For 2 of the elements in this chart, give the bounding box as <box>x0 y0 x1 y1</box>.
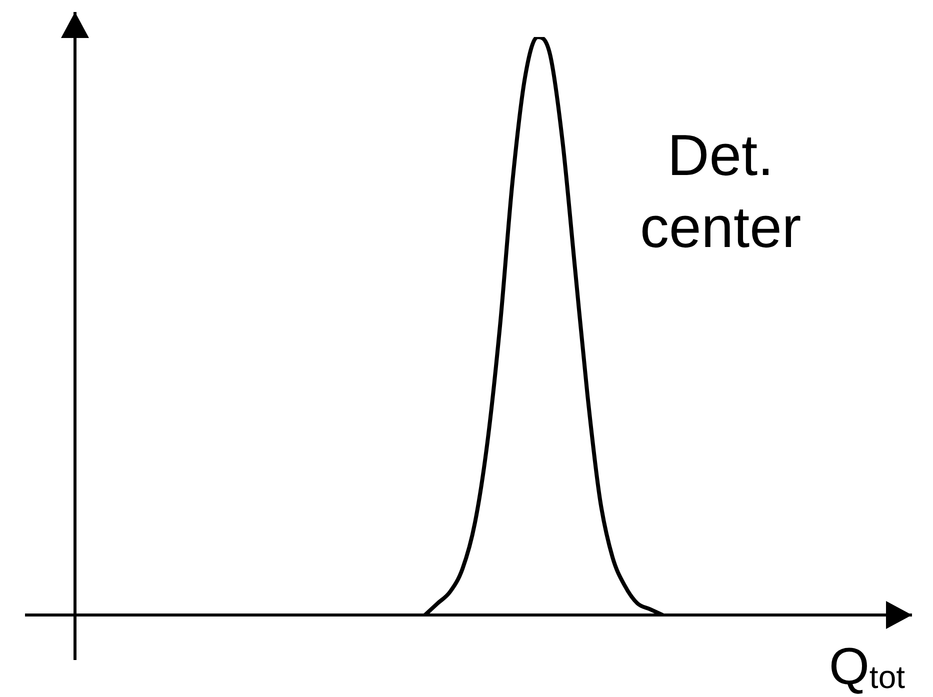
x-axis-title: Q$_{tot}$ <box>828 637 905 697</box>
annotation: Det. center <box>640 122 802 262</box>
